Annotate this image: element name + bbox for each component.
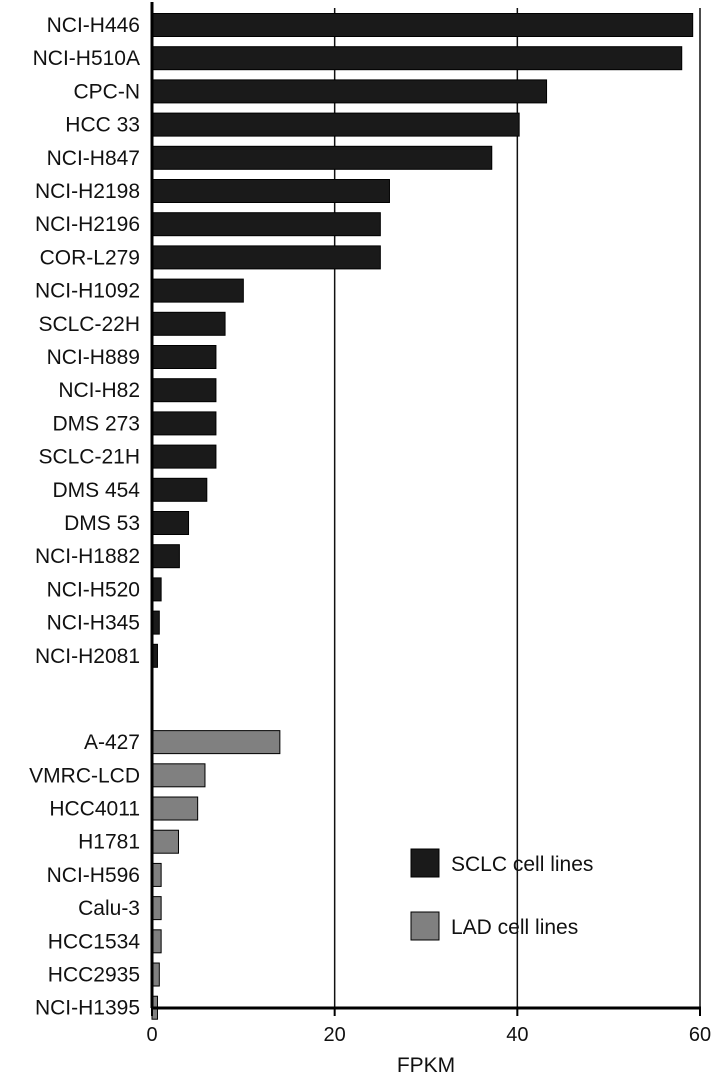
bar bbox=[151, 829, 179, 854]
bar bbox=[151, 763, 206, 788]
bar bbox=[151, 511, 190, 535]
category-label: NCI-H1092 bbox=[35, 280, 140, 303]
legend-label: SCLC cell lines bbox=[451, 853, 593, 876]
category-label: SCLC-22H bbox=[38, 313, 140, 336]
bar bbox=[151, 311, 226, 336]
category-label: HCC1534 bbox=[48, 930, 141, 953]
bar bbox=[151, 212, 381, 237]
x-tick-label: 20 bbox=[324, 1024, 346, 1046]
legend: SCLC cell lines LAD cell lines bbox=[410, 848, 593, 941]
category-label: NCI-H446 bbox=[47, 14, 140, 37]
category-label: HCC4011 bbox=[49, 798, 140, 821]
bar bbox=[151, 796, 199, 821]
bar bbox=[151, 245, 381, 270]
category-label: NCI-H510A bbox=[33, 47, 140, 70]
category-label: NCI-H2081 bbox=[35, 645, 140, 668]
bar bbox=[151, 79, 548, 104]
category-labels: NCI-H446 NCI-H510A CPC-N HCC 33 NCI-H847 NCI-… bbox=[29, 14, 140, 1020]
category-label: NCI-H82 bbox=[58, 379, 140, 402]
category-label: HCC2935 bbox=[48, 964, 140, 987]
bar bbox=[151, 145, 493, 170]
category-label: NCI-H1395 bbox=[35, 997, 140, 1020]
x-axis-ticks: 0 20 40 60 bbox=[146, 1008, 711, 1046]
bar bbox=[151, 411, 217, 436]
bar bbox=[151, 444, 217, 469]
bar bbox=[151, 345, 217, 369]
x-tick-label: 60 bbox=[689, 1024, 711, 1046]
category-label: SCLC-21H bbox=[38, 446, 140, 469]
category-label: COR-L279 bbox=[40, 246, 140, 269]
category-label: DMS 454 bbox=[52, 479, 140, 502]
bar bbox=[151, 477, 208, 502]
x-tick-label: 40 bbox=[506, 1024, 528, 1046]
category-label: NCI-H847 bbox=[47, 147, 140, 170]
category-label: HCC 33 bbox=[65, 114, 140, 137]
bar bbox=[151, 278, 244, 303]
legend-label: LAD cell lines bbox=[451, 916, 578, 939]
x-axis-title: FPKM bbox=[397, 1054, 455, 1077]
bar bbox=[151, 112, 520, 137]
bar bbox=[151, 46, 683, 71]
bar bbox=[151, 378, 217, 403]
category-label: NCI-H345 bbox=[47, 612, 140, 635]
category-label: H1781 bbox=[78, 831, 140, 854]
category-label: A-427 bbox=[84, 731, 140, 754]
category-label: NCI-H889 bbox=[47, 346, 140, 369]
x-tick-label: 0 bbox=[146, 1024, 157, 1046]
category-label: NCI-H2196 bbox=[35, 213, 140, 236]
legend-swatch bbox=[410, 911, 440, 941]
bar bbox=[151, 179, 390, 203]
category-label: NCI-H1882 bbox=[35, 545, 140, 568]
bar bbox=[151, 730, 281, 755]
bar bbox=[151, 544, 180, 569]
category-label: Calu-3 bbox=[78, 897, 140, 920]
legend-swatch bbox=[410, 848, 440, 878]
category-label: DMS 53 bbox=[64, 512, 140, 535]
category-label: VMRC-LCD bbox=[29, 764, 140, 787]
bar bbox=[151, 13, 694, 37]
category-label: NCI-H2198 bbox=[35, 180, 140, 203]
gridlines bbox=[333, 8, 701, 1008]
category-label: NCI-H596 bbox=[47, 864, 140, 887]
category-label: CPC-N bbox=[74, 80, 141, 103]
category-label: NCI-H520 bbox=[47, 578, 140, 601]
category-label: DMS 273 bbox=[52, 412, 140, 435]
